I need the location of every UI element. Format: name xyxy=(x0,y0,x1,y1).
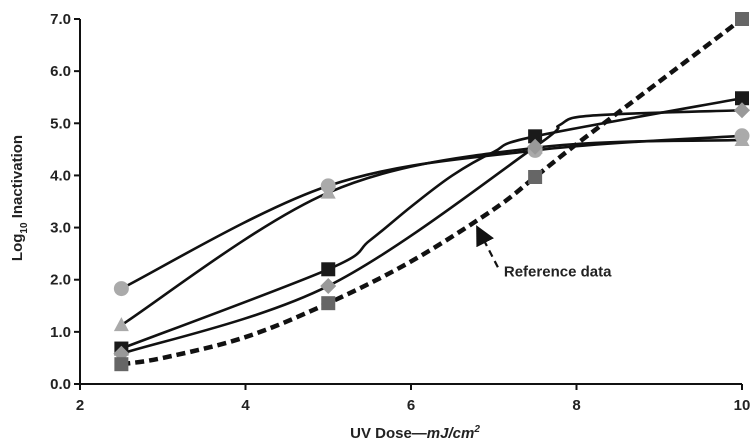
series-3-square-point-2 xyxy=(321,262,336,277)
y-tick-label-3: 3.0 xyxy=(50,220,71,237)
annotation-label: Reference data xyxy=(504,263,612,280)
y-tick-label-0: 0.0 xyxy=(50,376,71,393)
series-2-triangle-point-1 xyxy=(113,317,129,332)
annotation-arrow xyxy=(476,225,499,268)
series-3-square-line xyxy=(120,96,743,350)
series-4-diamond-line xyxy=(120,108,743,355)
y-tick-label-6: 6.0 xyxy=(50,63,71,80)
y-tick-label-7: 7.0 xyxy=(50,11,71,28)
series-markers xyxy=(113,12,750,372)
x-tick-label-8: 8 xyxy=(572,397,580,414)
series-4-diamond-point-4 xyxy=(734,102,750,119)
series-5-square-point-4 xyxy=(735,12,749,26)
series-5-square-point-2 xyxy=(321,296,336,311)
series-3-square-point-4 xyxy=(735,91,749,106)
series-5-square-point-1 xyxy=(114,357,129,372)
series-3-square-point-3 xyxy=(528,129,543,144)
x-tick-label-2: 2 xyxy=(76,397,84,414)
series-4-diamond-point-2 xyxy=(320,277,337,294)
series-2-triangle-line xyxy=(120,138,743,327)
annotation: Reference data xyxy=(476,225,612,280)
y-tick-label-2: 2.0 xyxy=(50,272,71,289)
y-tick-label-5: 5.0 xyxy=(50,115,71,132)
y-axis-label: Log10 Inactivation xyxy=(9,135,30,261)
x-tick-label-10: 10 xyxy=(734,397,751,414)
series-5-square-point-3 xyxy=(528,169,543,184)
series-lines xyxy=(120,17,744,367)
x-tick-label-4: 4 xyxy=(241,397,250,414)
x-ticks: 2 4 6 8 10 xyxy=(76,384,751,414)
y-ticks: 0.0 1.0 2.0 3.0 4.0 5.0 6.0 7.0 xyxy=(50,11,80,393)
series-1-circle-line xyxy=(120,134,743,290)
series-2-triangle-point-2 xyxy=(320,184,336,199)
axes xyxy=(79,19,742,385)
y-tick-label-4: 4.0 xyxy=(50,167,71,184)
x-tick-label-6: 6 xyxy=(407,397,415,414)
x-axis-label: UV Dose—mJ/cm2 xyxy=(350,424,480,441)
series-4-diamond-point-3 xyxy=(527,138,544,155)
series-1-circle-point-1 xyxy=(113,281,129,297)
series-2-triangle-point-4 xyxy=(734,131,750,146)
y-tick-label-1: 1.0 xyxy=(50,324,71,341)
